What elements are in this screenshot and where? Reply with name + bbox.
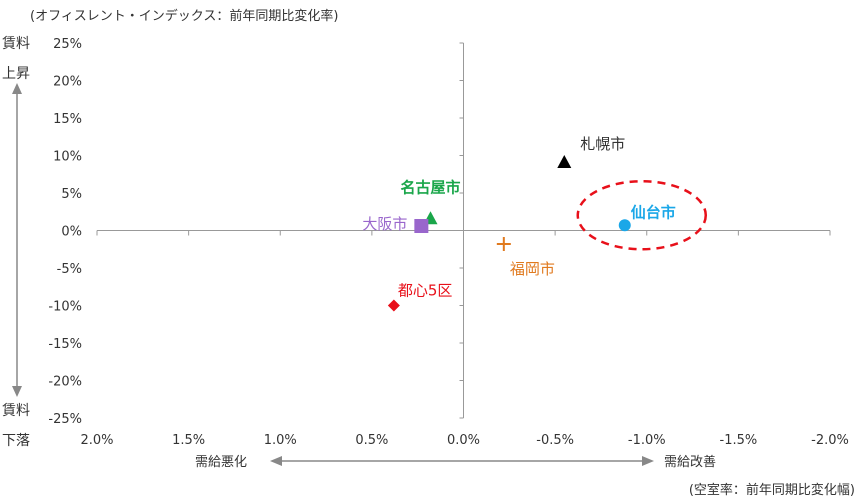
y-tick-label: -15% bbox=[48, 337, 82, 352]
rent-down-label-1: 賃料 bbox=[2, 403, 30, 419]
rent-direction-arrow bbox=[12, 83, 22, 397]
y-axis-note: (オフィスレント・インデックス：前年同期比変化率) bbox=[30, 8, 339, 24]
point-label: 都心5区 bbox=[398, 282, 453, 300]
triangle-marker bbox=[557, 155, 572, 168]
square-marker bbox=[414, 219, 429, 233]
x-tick-label: -0.5% bbox=[536, 433, 574, 448]
y-tick-label: 25% bbox=[53, 37, 82, 52]
x-tick-label: -2.0% bbox=[811, 433, 849, 448]
x-tick-label: 1.5% bbox=[172, 433, 205, 448]
y-tick-label: -10% bbox=[48, 300, 82, 315]
y-tick-label: -5% bbox=[57, 262, 82, 277]
highlight-group bbox=[576, 180, 708, 251]
supply-direction-arrow bbox=[270, 456, 654, 466]
x-tick-label: 0.0% bbox=[447, 433, 480, 448]
y-tick-label: -20% bbox=[48, 375, 82, 390]
y-tick-label: -25% bbox=[48, 412, 82, 427]
y-tick-label: 15% bbox=[53, 112, 82, 127]
point-label: 札幌市 bbox=[580, 135, 625, 153]
point-label: 福岡市 bbox=[510, 260, 555, 278]
y-tick-label: 5% bbox=[61, 187, 82, 202]
x-tick-label: -1.0% bbox=[628, 433, 666, 448]
rent-up-label-1: 賃料 bbox=[2, 36, 30, 52]
x-tick-label: 1.0% bbox=[264, 433, 297, 448]
rent-down-label-2: 下落 bbox=[2, 433, 30, 449]
y-tick-label: 10% bbox=[53, 150, 82, 165]
y-tick-label: 20% bbox=[53, 75, 82, 90]
point-label: 大阪市 bbox=[362, 215, 407, 233]
supply-better-label: 需給改善 bbox=[664, 454, 716, 470]
diamond-marker bbox=[387, 299, 400, 312]
rent-up-label-2: 上昇 bbox=[2, 66, 30, 82]
x-tick-label: -1.5% bbox=[720, 433, 758, 448]
highlight-ellipse bbox=[576, 180, 708, 251]
point-label: 仙台市 bbox=[631, 203, 676, 221]
x-tick-label: 0.5% bbox=[355, 433, 388, 448]
tick-labels: 2.0% 1.5% 1.0% 0.5% 0.0% -0.5% -1.0% -1.5% -2.0%… bbox=[48, 37, 848, 448]
x-axis-note: (空室率：前年同期比変化幅) bbox=[689, 482, 855, 498]
x-tick-label: 2.0% bbox=[80, 433, 113, 448]
supply-worse-label: 需給悪化 bbox=[195, 455, 247, 470]
circle-marker bbox=[618, 219, 631, 232]
point-label: 名古屋市 bbox=[401, 178, 461, 196]
axes bbox=[96, 42, 831, 419]
y-tick-label: 0% bbox=[61, 225, 82, 240]
